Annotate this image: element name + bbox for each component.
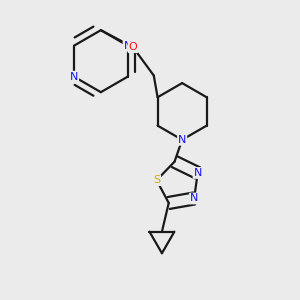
Text: N: N [124,41,132,51]
Text: N: N [190,194,198,203]
Text: O: O [129,42,137,52]
Text: N: N [70,72,78,82]
Text: N: N [194,168,202,178]
Text: S: S [153,175,160,185]
Text: N: N [178,135,186,145]
